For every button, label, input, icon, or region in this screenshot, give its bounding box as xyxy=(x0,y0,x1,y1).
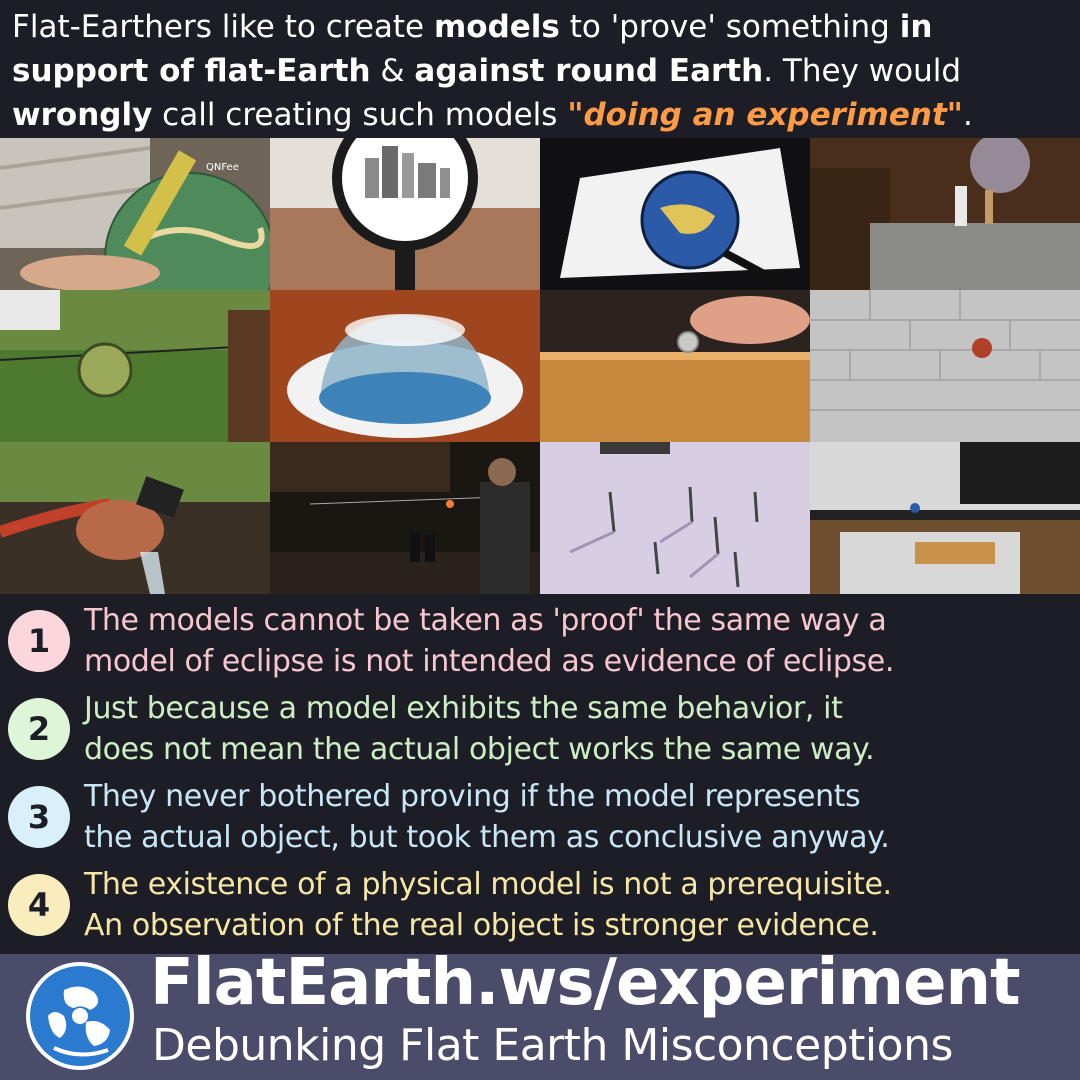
header-line-1: Flat-Earthers like to create models to '… xyxy=(12,4,1072,50)
photo-kitchen-laser xyxy=(270,442,540,594)
header-line2-segment-0: support of flat-Earth xyxy=(12,53,371,89)
point-1-line-1: The models cannot be taken as 'proof' th… xyxy=(84,603,887,638)
photo-hose-ball xyxy=(0,442,270,594)
point-4: 4 The existence of a physical model is n… xyxy=(0,860,1080,946)
photo-watermark: QNFee xyxy=(206,162,239,173)
point-3: 3 They never bothered proving if the mod… xyxy=(0,772,1080,858)
point-3-line-1: They never bothered proving if the model… xyxy=(84,779,861,814)
photo-table-ball xyxy=(810,442,1080,594)
header-line3-segment-1: call creating such models xyxy=(152,97,568,133)
point-1-text: The models cannot be taken as 'proof' th… xyxy=(84,600,1074,682)
point-3-line-2: the actual object, but took them as conc… xyxy=(84,820,890,855)
header-line1-segment-1: models xyxy=(433,9,560,45)
header-line1-segment-3: in xyxy=(899,9,933,45)
point-1-badge: 1 xyxy=(8,610,70,672)
point-2-line-1: Just because a model exhibits the same b… xyxy=(84,691,843,726)
point-4-text: The existence of a physical model is not… xyxy=(84,864,1074,946)
photo-magnifier-city xyxy=(270,138,540,290)
photo-grid: QNFee xyxy=(0,138,1080,594)
header-line-3: wrongly call creating such models "doing… xyxy=(12,92,1072,138)
point-4-badge: 4 xyxy=(8,874,70,936)
photo-sticks-shadows xyxy=(540,442,810,594)
site-url: FlatEarth.ws/experiment xyxy=(150,946,1021,1020)
header-line1-segment-0: Flat-Earthers like to create xyxy=(12,9,434,45)
header-line2-segment-2: against round Earth xyxy=(414,53,764,89)
globe-logo-icon xyxy=(26,962,134,1070)
photo-room-lamp-table xyxy=(810,138,1080,290)
point-2-text: Just because a model exhibits the same b… xyxy=(84,688,1074,770)
header-line2-segment-3: . They would xyxy=(763,53,962,89)
photo-globe-level: QNFee xyxy=(0,138,270,290)
point-3-text: They never bothered proving if the model… xyxy=(84,776,1074,858)
point-1-line-2: model of eclipse is not intended as evid… xyxy=(84,644,894,679)
point-4-line-1: The existence of a physical model is not… xyxy=(84,867,892,902)
point-1: 1 The models cannot be taken as 'proof' … xyxy=(0,596,1080,682)
points-list: 1 The models cannot be taken as 'proof' … xyxy=(0,594,1080,954)
point-2: 2 Just because a model exhibits the same… xyxy=(0,684,1080,770)
header-line-2: support of flat-Earth & against round Ea… xyxy=(12,48,1072,94)
header-line3-segment-3: . xyxy=(962,97,973,133)
header-line3-segment-2: "doing an experiment" xyxy=(567,97,963,133)
photo-brick-wall-ball xyxy=(810,290,1080,442)
point-2-badge: 2 xyxy=(8,698,70,760)
header-line2-segment-1: & xyxy=(370,53,415,89)
photo-hanging-ball xyxy=(0,290,270,442)
tagline: Debunking Flat Earth Misconceptions xyxy=(152,1020,953,1071)
header-line1-segment-2: to 'prove' something xyxy=(559,9,900,45)
point-4-line-2: An observation of the real object is str… xyxy=(84,908,879,943)
header-line3-segment-0: wrongly xyxy=(12,97,153,133)
photo-lit-globe xyxy=(540,138,810,290)
footer: FlatEarth.ws/experiment Debunking Flat E… xyxy=(0,946,1080,1080)
photo-coin-table xyxy=(540,290,810,442)
point-3-badge: 3 xyxy=(8,786,70,848)
point-2-line-2: does not mean the actual object works th… xyxy=(84,732,875,767)
photo-glass-dome xyxy=(270,290,540,442)
header: Flat-Earthers like to create models to '… xyxy=(0,0,1080,138)
